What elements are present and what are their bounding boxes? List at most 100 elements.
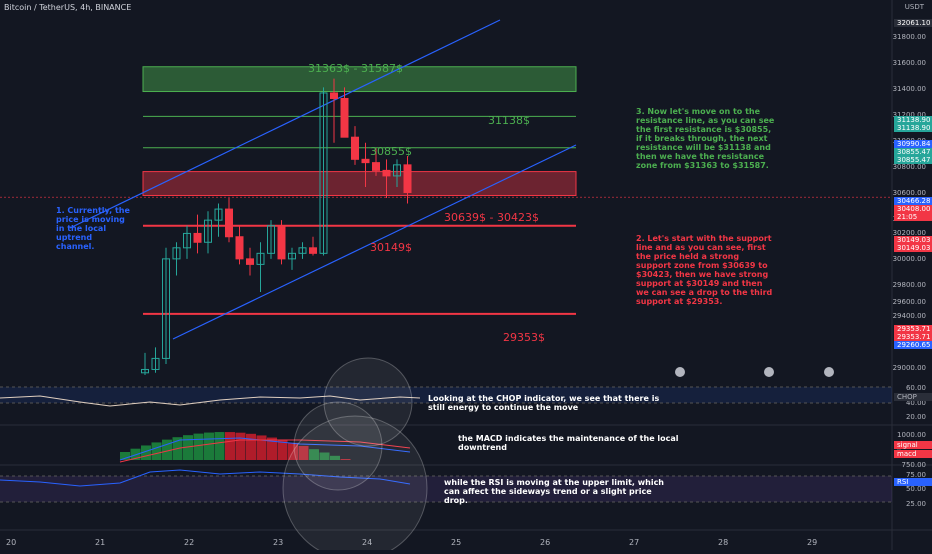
- candle-body: [351, 136, 359, 160]
- macd-bar: [204, 432, 214, 460]
- event-marker-icon: [824, 367, 834, 377]
- price-tag: 30855.47: [894, 148, 932, 156]
- support-1-label: 30149$: [370, 241, 412, 254]
- rsi-tick: 50.00: [905, 485, 926, 493]
- channel-upper-line: [69, 19, 501, 229]
- resistance-1-label: 31138$: [488, 114, 530, 127]
- candle-body: [309, 247, 317, 254]
- price-tick: 31400.00: [892, 85, 926, 93]
- candle-body: [235, 236, 244, 260]
- price-tag: 30149.03: [894, 244, 932, 252]
- price-tag: 29353.71: [894, 325, 932, 333]
- time-tick: 20: [6, 538, 17, 547]
- price-tag: 21:05: [894, 213, 932, 221]
- price-tag: 30990.84: [894, 140, 932, 148]
- note-rsi: while the RSI is moving at the upper lim…: [444, 478, 664, 505]
- candle-body: [277, 225, 286, 260]
- macd-tag: macd: [894, 450, 932, 458]
- price-tick: 31200.00: [892, 111, 926, 119]
- chop-band: [0, 387, 892, 403]
- price-tick: 29000.00: [892, 364, 926, 372]
- time-tick: 28: [718, 538, 729, 547]
- support-zone: [142, 171, 577, 196]
- candle-body: [183, 232, 191, 249]
- note-resistance: 3. Now let's move on to the resistance l…: [636, 107, 775, 170]
- time-tick: 22: [184, 538, 195, 547]
- macd-bar: [193, 433, 204, 460]
- channel-lower-line: [172, 144, 577, 340]
- candle-body: [151, 357, 160, 370]
- macd-bar: [277, 440, 288, 460]
- price-tag: 31138.90: [894, 116, 932, 124]
- macd-bar: [319, 452, 330, 460]
- candle-body: [256, 252, 265, 265]
- macd-bar: [246, 433, 256, 460]
- candle-body: [382, 169, 391, 177]
- candle-body: [246, 258, 254, 265]
- rsi-tick: 75.00: [905, 471, 926, 479]
- macd-bar: [267, 437, 277, 460]
- macd-highlight: [293, 401, 383, 491]
- note-support: 2. Let's start with the support line and…: [636, 234, 773, 306]
- time-tick: 26: [540, 538, 551, 547]
- chop-line: [0, 395, 421, 407]
- note-macd: the MACD indicates the maintenance of th…: [458, 434, 679, 452]
- price-tick: 30600.00: [892, 189, 926, 197]
- price-tag: 32061.10: [894, 19, 932, 27]
- candle-body: [298, 247, 307, 254]
- macd-bar: [183, 435, 193, 460]
- rsi-tag: RSI: [894, 478, 932, 486]
- macd-bar: [120, 452, 130, 460]
- candle-body: [319, 92, 328, 254]
- macd-tick: 1000.00: [897, 431, 926, 439]
- candle-body: [162, 258, 170, 359]
- macd-tick: 750.00: [901, 461, 927, 469]
- macd-bar: [298, 445, 309, 460]
- candle-body: [267, 225, 275, 254]
- price-tick: 30200.00: [892, 229, 926, 237]
- candle-body: [288, 252, 296, 260]
- price-tick: 31800.00: [892, 33, 926, 41]
- support-2-label: 29353$: [503, 331, 545, 344]
- note-chop: Looking at the CHOP indicator, we see th…: [428, 394, 660, 412]
- price-tick: 30800.00: [892, 163, 926, 171]
- macd-line: [119, 437, 411, 461]
- macd-bar: [214, 432, 225, 460]
- macd-bar: [235, 432, 246, 460]
- candle-body: [214, 208, 223, 221]
- macd-bar: [225, 432, 235, 460]
- rsi-tick: 25.00: [905, 500, 926, 508]
- time-tick: 27: [629, 538, 640, 547]
- macd-bar: [309, 449, 319, 460]
- resistance-zone-label: 31363$ - 31587$: [308, 62, 403, 75]
- time-tick: 29: [807, 538, 818, 547]
- signal-line: [119, 439, 411, 463]
- candle-body: [372, 162, 380, 171]
- price-tick: 30000.00: [892, 255, 926, 263]
- signal-line-tag: signal line: [894, 441, 932, 457]
- price-tag: 30466.28: [894, 197, 932, 205]
- price-tag: 30855.47: [894, 156, 932, 164]
- chop-tick: 20.00: [905, 413, 926, 421]
- chop-tick: 60.00: [905, 384, 926, 392]
- macd-bar: [162, 439, 172, 460]
- candle-body: [361, 158, 370, 164]
- chop-highlight: [323, 357, 413, 447]
- symbol-title: Bitcoin / TetherUS, 4h, BINANCE: [4, 3, 132, 12]
- macd-bar: [256, 435, 267, 460]
- price-tag: 30408.00: [894, 205, 932, 213]
- resistance-2-label: 30855$: [370, 145, 412, 158]
- time-tick: 21: [95, 538, 106, 547]
- macd-bar: [151, 442, 162, 460]
- support-zone-label: 30639$ - 30423$: [444, 211, 539, 224]
- macd-bar: [288, 442, 298, 460]
- chop-tick: 40.00: [905, 399, 926, 407]
- event-marker-icon: [764, 367, 774, 377]
- candle-body: [393, 164, 401, 177]
- chop-tag: CHOP: [894, 393, 932, 401]
- price-tag: 31138.90: [894, 124, 932, 132]
- price-tag: 29353.71: [894, 333, 932, 341]
- candle-body: [340, 97, 349, 138]
